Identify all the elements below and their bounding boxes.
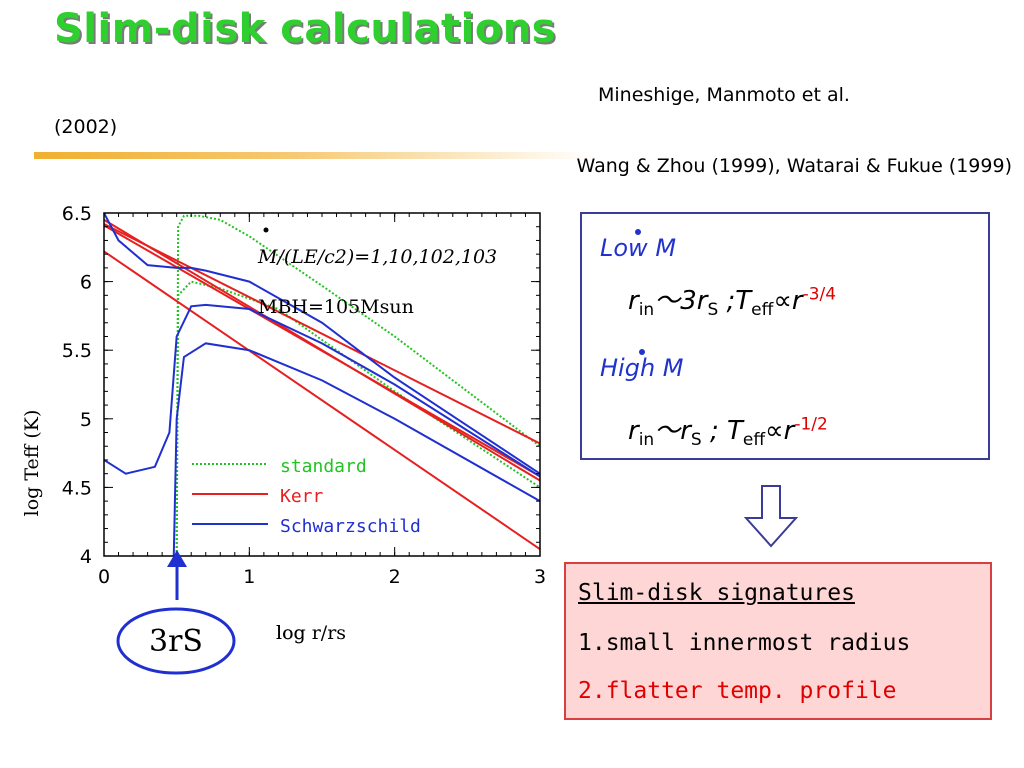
divider-bar — [34, 152, 594, 159]
series-schwarzschild-8 — [172, 342, 541, 557]
legend-standard: standard — [280, 456, 367, 477]
slide-title: Slim-disk calculations — [54, 6, 557, 52]
slim-disk-signatures-box: Slim-disk signatures 1.small innermost r… — [564, 562, 992, 720]
temperature-profile-chart: 0 1 2 3 4 4.5 5 5.5 6 6.5 log log r/rs log r/rs l… — [21, 203, 546, 675]
y-axis-label: log Teff (K) — [21, 410, 43, 517]
marker-3rs-ellipse — [116, 607, 236, 675]
x-tick-label-0: 0 — [98, 566, 110, 588]
series-kerr-5 — [103, 250, 541, 550]
marker-arrow-head — [167, 550, 187, 567]
signature-item-1: 1.small innermost radius — [578, 630, 911, 656]
low-mdot-heading: Low M — [600, 229, 677, 262]
tick-layer: 0 1 2 3 4 4.5 5 5.5 6 6.5 — [62, 203, 546, 588]
marker-3rs-label: 3rS — [149, 624, 203, 659]
y-tick-label-6: 6 — [80, 272, 92, 294]
down-arrow-icon — [743, 485, 799, 548]
mbh-annotation: MBH=105Msun — [258, 296, 414, 318]
y-tick-label-5: 5 — [80, 409, 92, 431]
series-kerr-4 — [103, 219, 541, 482]
high-mdot-equation: rin～rS ; Teff∝r-1/2 — [628, 414, 828, 451]
accretion-rate-box: Low M rin～3rS ;Teff∝r-3/4 High M rin～rS … — [580, 212, 990, 460]
y-tick-label-4.5: 4.5 — [62, 477, 92, 499]
mdot-annotation: M/(LE/c2)=1,10,102,103 — [257, 246, 497, 268]
x-axis-label-text: log r/rs — [276, 622, 346, 644]
series-kerr-2 — [103, 223, 541, 445]
x-tick-label-1: 1 — [243, 566, 255, 588]
legend-kerr: Kerr — [280, 486, 324, 507]
x-axis-label: log log r/rs — [276, 622, 306, 644]
reference-mineshige: Mineshige, Manmoto et al. — [598, 84, 850, 106]
chart-legend: standard Kerr Schwarzschild — [192, 456, 421, 537]
signatures-title: Slim-disk signatures — [578, 580, 855, 606]
signature-item-2: 2.flatter temp. profile — [578, 678, 897, 704]
high-mdot-heading: High M — [600, 349, 684, 382]
y-tick-label-6.5: 6.5 — [62, 203, 92, 225]
series-schwarzschild-6 — [103, 212, 541, 475]
series-layer — [103, 212, 541, 557]
reference-wang-watarai: Wang & Zhou (1999), Watarai & Fukue (199… — [576, 155, 1012, 177]
mdot-dot — [263, 227, 269, 233]
series-standard-0 — [175, 214, 541, 557]
x-tick-label-3: 3 — [534, 566, 546, 588]
reference-year: (2002) — [54, 116, 118, 138]
legend-schwarzschild: Schwarzschild — [280, 516, 421, 537]
series-standard-1 — [175, 280, 541, 557]
series-schwarzschild-7 — [103, 303, 541, 478]
y-tick-label-4: 4 — [80, 546, 92, 568]
x-tick-label-2: 2 — [389, 566, 401, 588]
y-tick-label-5.5: 5.5 — [62, 340, 92, 362]
low-mdot-equation: rin～3rS ;Teff∝r-3/4 — [628, 284, 837, 321]
